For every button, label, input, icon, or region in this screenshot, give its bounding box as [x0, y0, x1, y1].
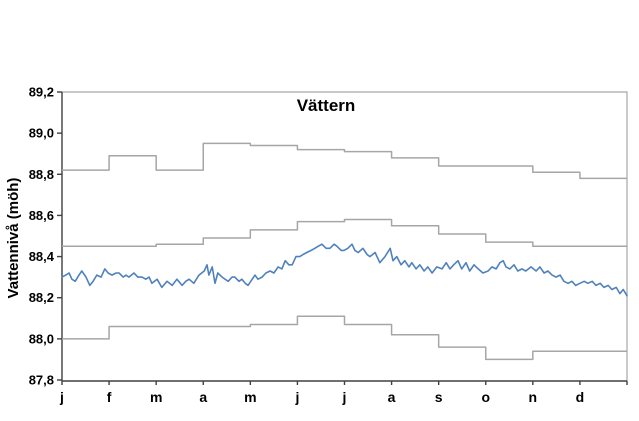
x-tick-label: m [150, 389, 162, 405]
y-tick-label: 88,4 [29, 249, 55, 264]
x-tick-label: f [107, 389, 112, 405]
y-tick-label: 88,0 [29, 331, 54, 346]
upper-envelope-step-line [62, 142, 627, 180]
x-tick-label: o [481, 389, 490, 405]
x-tick-label: a [388, 389, 396, 405]
middle-envelope-step-line [62, 218, 627, 248]
y-tick-label: 89,2 [29, 85, 54, 100]
x-tick-label: n [529, 389, 538, 405]
x-tick-label: j [294, 389, 299, 405]
x-tick-label: s [435, 389, 443, 405]
x-tick-label: d [576, 389, 585, 405]
x-tick-label: a [199, 389, 207, 405]
x-tick-label: j [59, 389, 64, 405]
x-tick-label: m [244, 389, 256, 405]
daily-water-level-line [61, 243, 628, 297]
plot-border [62, 91, 628, 381]
y-tick-label: 88,8 [29, 167, 54, 182]
y-tick-label: 88,6 [29, 208, 54, 223]
y-tick-label: 88,2 [29, 290, 54, 305]
chart-title: Vättern [296, 96, 356, 115]
x-tick-label: j [342, 389, 347, 405]
y-tick-label: 87,8 [29, 373, 54, 388]
y-tick-label: 89,0 [29, 126, 54, 141]
lower-envelope-step-line [62, 315, 627, 361]
